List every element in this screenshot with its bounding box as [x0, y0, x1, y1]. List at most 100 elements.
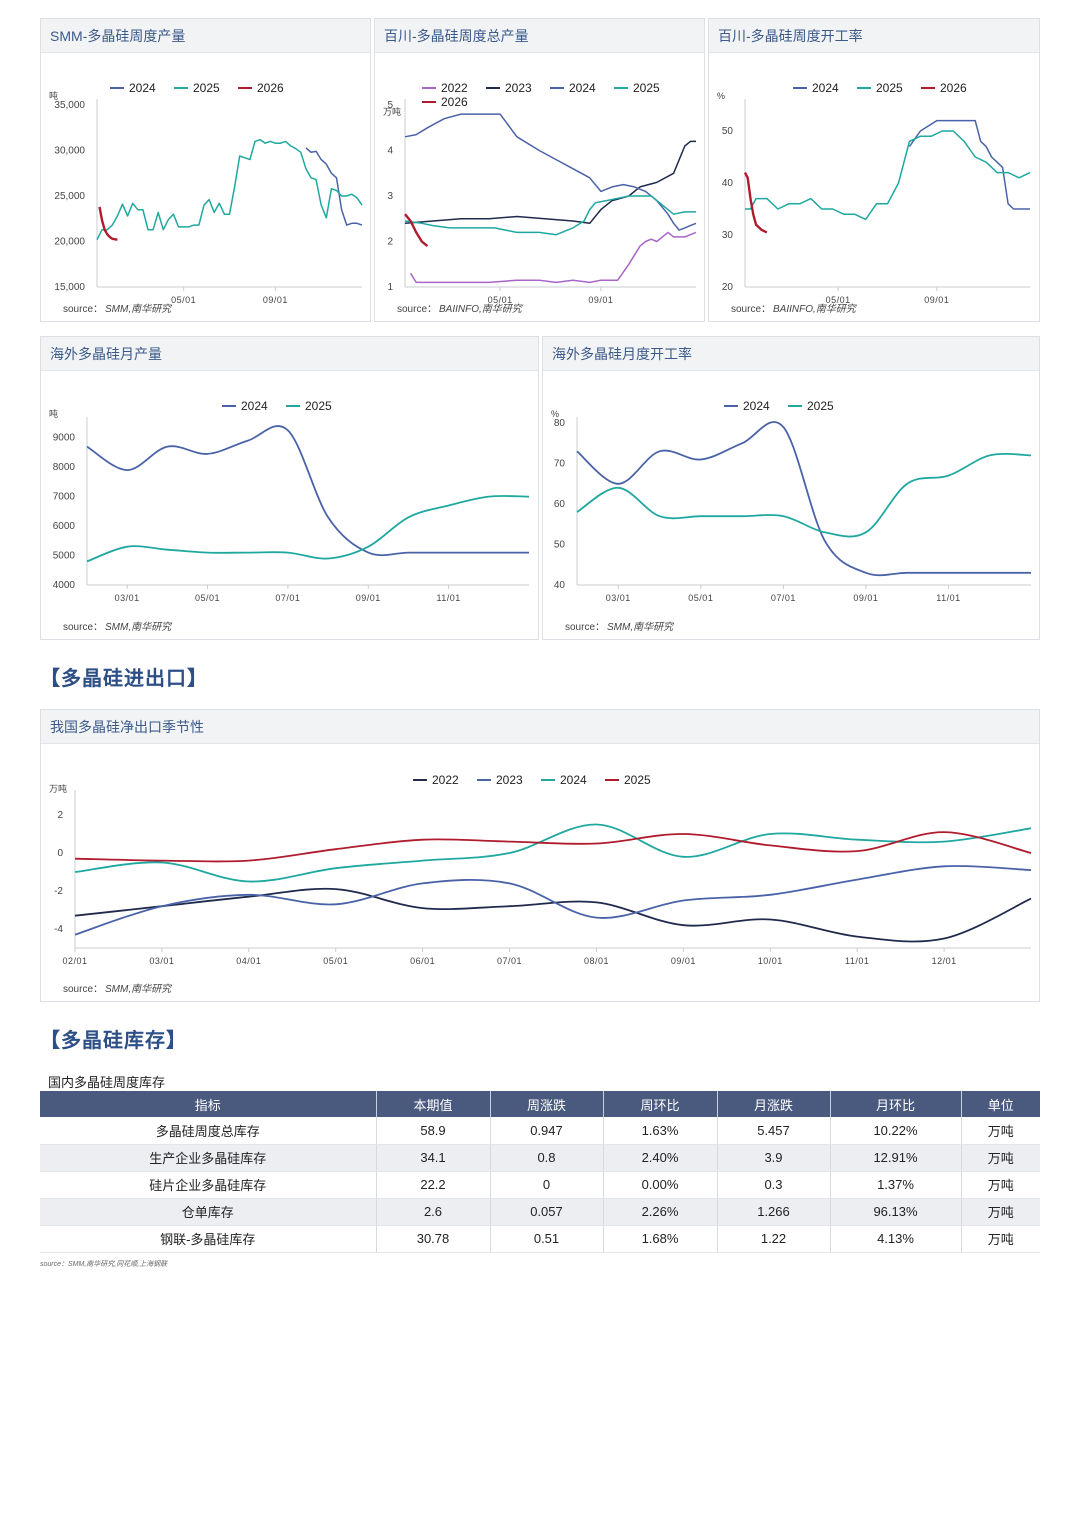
y-tick-label: 60 [554, 499, 566, 510]
y-tick-label: 30 [722, 230, 734, 241]
table-row: 硅片企业多晶硅库存 22.2 0 0.00% 0.3 1.37% 万吨 [40, 1171, 1040, 1199]
series-line-2025 [745, 130, 1031, 221]
y-tick-label: 20,000 [54, 237, 85, 248]
x-tick-label: 09/01 [588, 295, 613, 303]
chart-title: 我国多晶硅净出口季节性 [41, 710, 1039, 744]
y-tick-label: 35,000 [54, 100, 85, 111]
x-tick-label: 09/01 [853, 593, 878, 603]
table-cell: 2.6 [376, 1198, 491, 1226]
column-header: 月涨跌 [717, 1091, 831, 1117]
chart-panel-net-export-seasonal: 我国多晶硅净出口季节性 万吨 -4 -2 0 2 02/01 03/01 04/01 05/01… [40, 709, 1040, 1002]
y-tick-label: 4 [387, 146, 393, 157]
section-title-inventory: 【多晶硅库存】 [40, 1030, 187, 1052]
x-tick-label: 09/01 [263, 295, 288, 303]
table-cell: 硅片企业多晶硅库存 [40, 1171, 377, 1199]
x-tick-label: 06/01 [410, 956, 435, 966]
y-tick-label: 4000 [53, 580, 76, 591]
x-tick-label: 10/01 [758, 956, 783, 966]
table-cell: 万吨 [961, 1225, 1040, 1253]
series-line-2023 [404, 140, 696, 225]
source-label: source： [397, 304, 438, 315]
chart-svg: 吨 4000 5000 6000 7000 8000 9000 03/01 05/01 07/01… [49, 399, 530, 603]
y-axis-unit: 万吨 [383, 106, 401, 117]
source-label: source： [565, 622, 606, 633]
legend-label: 2024 [560, 773, 587, 787]
table-cell: 58.9 [376, 1117, 491, 1145]
x-tick-label: 05/01 [488, 295, 513, 303]
legend-label: 2026 [257, 81, 284, 95]
series-line-2023 [74, 865, 1032, 936]
y-tick-label: 20 [722, 282, 734, 293]
chart-source: source： SMM,南华研究 [63, 300, 171, 315]
chart-panel-baichuan-weekly-output: 百川-多晶硅周度总产量 万吨 1 2 3 4 5 05/01 09/01 2022 2023 202… [374, 18, 705, 322]
chart-title: 百川-多晶硅周度开工率 [709, 19, 1039, 53]
table-cell: 万吨 [961, 1171, 1040, 1199]
chart-source: source： BAIINFO,南华研究 [731, 300, 856, 315]
source-text: BAIINFO,南华研究 [439, 304, 522, 315]
chart-source: source： SMM,南华研究 [565, 618, 673, 633]
table-cell: 0.3 [717, 1171, 831, 1199]
legend-label: 2024 [129, 81, 156, 95]
section-title-trade: 【多晶硅进出口】 [40, 668, 208, 690]
x-tick-label: 05/01 [195, 593, 220, 603]
x-tick-label: 09/01 [671, 956, 696, 966]
legend-label: 2024 [743, 399, 770, 413]
x-tick-label: 07/01 [771, 593, 796, 603]
table-cell: 22.2 [376, 1171, 491, 1199]
table-cell: 多晶硅周度总库存 [40, 1117, 377, 1145]
y-axis-unit: 万吨 [49, 783, 67, 794]
y-tick-label: 50 [722, 126, 734, 137]
y-tick-label: 80 [554, 418, 566, 429]
table-cell: 4.13% [830, 1225, 962, 1253]
chart-panel-smm-weekly-output: SMM-多晶硅周度产量 吨 15,000 20,000 25,000 30,000 35,… [40, 18, 371, 322]
x-tick-label: 11/01 [845, 956, 869, 966]
y-tick-label: 40 [554, 580, 566, 591]
y-axis-unit: % [551, 409, 559, 419]
table-cell: 0.947 [490, 1117, 604, 1145]
x-tick-label: 11/01 [936, 593, 960, 603]
series-line-2025 [576, 453, 1032, 538]
source-text: BAIINFO,南华研究 [773, 304, 856, 315]
x-tick-label: 03/01 [115, 593, 140, 603]
chart-svg: 万吨 1 2 3 4 5 05/01 09/01 2022 2023 2024 2025 2026 [383, 81, 697, 303]
chart-svg: % 20 30 40 50 05/01 09/01 2024 2025 2026 [717, 81, 1031, 303]
series-line-2024 [404, 113, 697, 231]
x-tick-label: 12/01 [932, 956, 957, 966]
legend-label: 2023 [496, 773, 523, 787]
source-label: source： [63, 304, 104, 315]
table-cell: 1.22 [717, 1225, 831, 1253]
source-label: source： [63, 622, 104, 633]
y-tick-label: -2 [54, 886, 63, 897]
x-tick-label: 03/01 [149, 956, 174, 966]
series-line-2025 [96, 138, 363, 241]
x-tick-label: 07/01 [497, 956, 522, 966]
legend-label: 2025 [876, 81, 903, 95]
chart-source: source： SMM,南华研究 [63, 618, 171, 633]
legend-label: 2025 [193, 81, 220, 95]
table-cell: 12.91% [830, 1144, 962, 1172]
table-cell: 96.13% [830, 1198, 962, 1226]
column-header: 单位 [961, 1091, 1040, 1117]
table-row: 生产企业多晶硅库存 34.1 0.8 2.40% 3.9 12.91% 万吨 [40, 1144, 1040, 1172]
y-tick-label: 3 [387, 191, 393, 202]
legend-label: 2023 [505, 81, 532, 95]
series-line-2024 [908, 119, 1030, 210]
series-line-2022 [409, 231, 697, 284]
y-axis-unit: 吨 [49, 408, 58, 419]
legend-label: 2024 [812, 81, 839, 95]
inventory-table: 指标 本期值 周涨跌 周环比 月涨跌 月环比 单位 多晶硅周度总库存 58.9 … [40, 1091, 1040, 1253]
y-axis-unit: 吨 [49, 90, 58, 101]
source-label: source： [731, 304, 772, 315]
y-tick-label: 2 [387, 237, 393, 248]
table-cell: 0.51 [490, 1225, 604, 1253]
series-line-2024 [74, 823, 1032, 883]
table-cell: 10.22% [830, 1117, 962, 1145]
table-source: source：SMM,南华研究,同花顺,上海钢联 [40, 1261, 168, 1268]
y-tick-label: 7000 [53, 492, 76, 503]
column-header: 周涨跌 [490, 1091, 604, 1117]
table-cell: 34.1 [376, 1144, 491, 1172]
chart-title: 海外多晶硅月产量 [41, 337, 538, 371]
legend-label: 2025 [633, 81, 660, 95]
table-cell: 30.78 [376, 1225, 491, 1253]
table-row: 仓单库存 2.6 0.057 2.26% 1.266 96.13% 万吨 [40, 1198, 1040, 1226]
